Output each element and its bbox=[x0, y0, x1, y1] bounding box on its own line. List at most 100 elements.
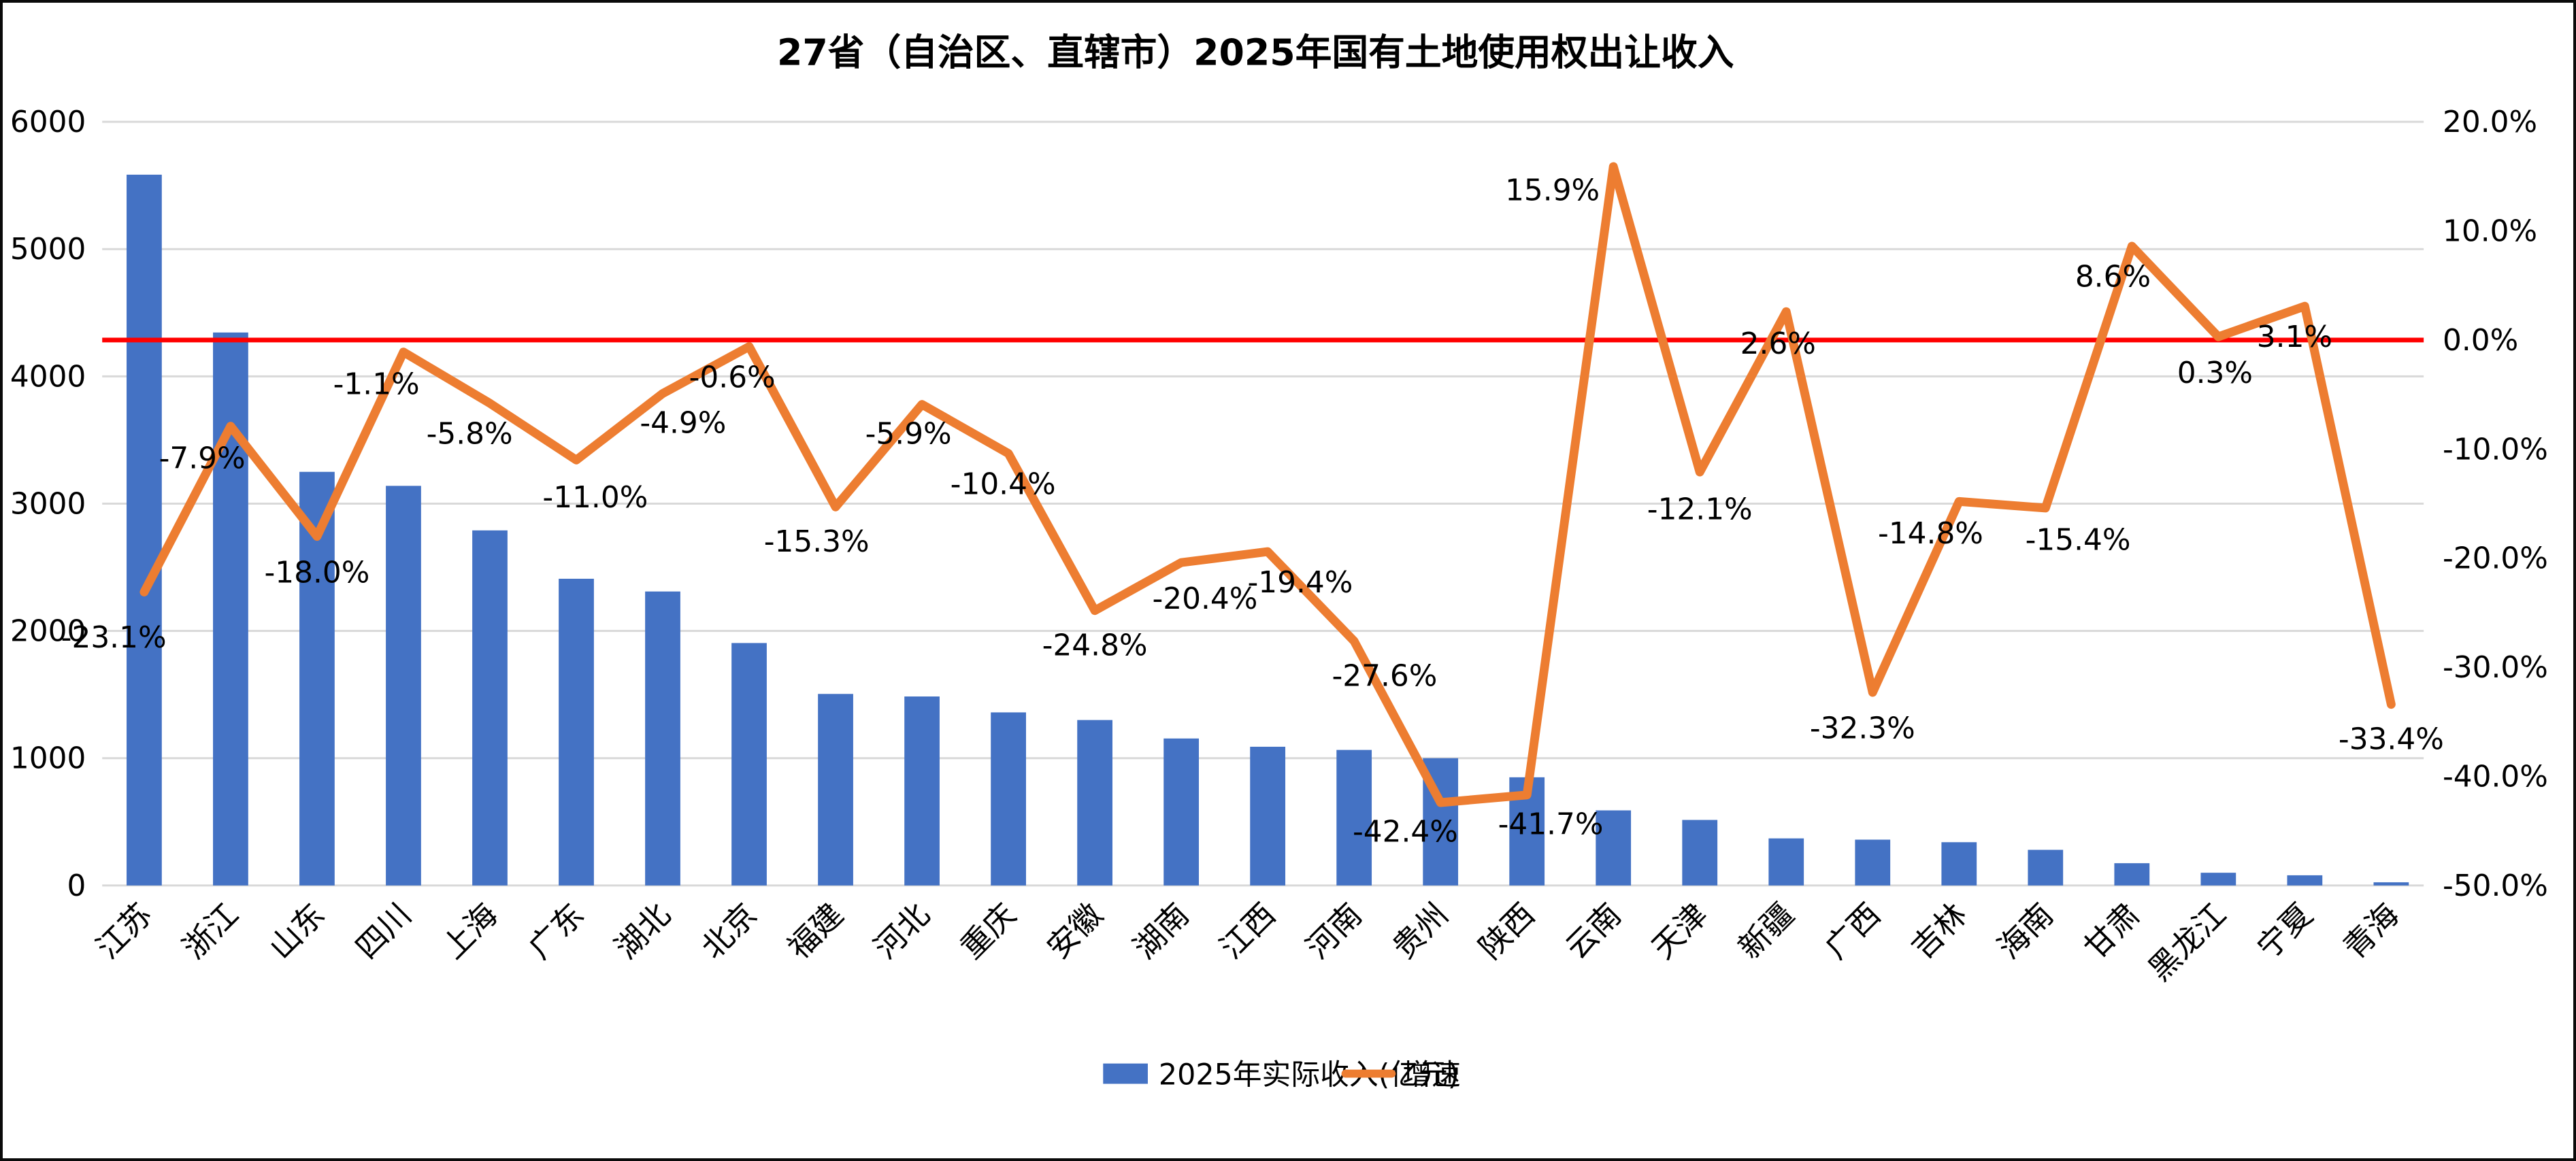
growth-label-北京: -0.6% bbox=[689, 360, 776, 394]
bar-吉林 bbox=[1941, 842, 1977, 886]
bar-广西 bbox=[1855, 839, 1891, 886]
bar-江苏 bbox=[127, 174, 162, 886]
x-label-新疆: 新疆 bbox=[1732, 896, 1801, 966]
growth-label-四川: -1.1% bbox=[333, 367, 420, 401]
x-label-福建: 福建 bbox=[781, 896, 851, 966]
bar-上海 bbox=[472, 530, 508, 886]
bar-云南 bbox=[1596, 810, 1632, 886]
x-label-河北: 河北 bbox=[868, 896, 937, 966]
bar-广东 bbox=[559, 578, 594, 886]
x-axis-category-labels: 江苏 浙江 山东 四川 上海 广东 湖北 北京 福建 河北 重庆 安徽 湖南 江西 河南 贵州 陕西 云南 天津 新疆… bbox=[89, 896, 2406, 988]
x-label-甘肃: 甘肃 bbox=[2077, 896, 2147, 966]
x-label-云南: 云南 bbox=[1559, 896, 1628, 966]
right-axis-tick: 0.0% bbox=[2443, 323, 2518, 358]
bar-河北 bbox=[904, 696, 940, 886]
bar-新疆 bbox=[1768, 838, 1804, 886]
growth-label-河南: -27.6% bbox=[1332, 658, 1438, 693]
growth-label-江西: -19.4% bbox=[1247, 565, 1353, 600]
growth-label-黑龙江: 0.3% bbox=[2177, 356, 2253, 390]
growth-label-湖北: -4.9% bbox=[640, 405, 726, 440]
growth-label-重庆: -10.4% bbox=[951, 467, 1056, 501]
x-label-北京: 北京 bbox=[695, 896, 764, 966]
x-label-上海: 上海 bbox=[435, 896, 504, 966]
growth-label-广东: -11.0% bbox=[542, 480, 648, 515]
growth-label-宁夏: 3.1% bbox=[2257, 320, 2332, 354]
bar-青海 bbox=[2373, 882, 2409, 886]
legend-line-label: 增速 bbox=[1402, 1058, 1461, 1092]
x-label-天津: 天津 bbox=[1645, 896, 1715, 966]
x-label-黑龙江: 黑龙江 bbox=[2141, 896, 2233, 988]
x-label-江西: 江西 bbox=[1213, 896, 1283, 966]
growth-label-广西: -32.3% bbox=[1810, 711, 1915, 746]
x-label-湖南: 湖南 bbox=[1127, 896, 1196, 966]
combo-chart: -23.1% -7.9% -18.0% -1.1%-5.8% -11.0% -4.9% -0… bbox=[10, 31, 2548, 1092]
growth-label-浙江: -7.9% bbox=[159, 441, 246, 475]
x-label-河南: 河南 bbox=[1300, 896, 1369, 966]
x-label-江苏: 江苏 bbox=[89, 896, 159, 966]
growth-polyline bbox=[139, 162, 2396, 807]
bar-福建 bbox=[818, 694, 853, 886]
x-label-广西: 广西 bbox=[1818, 896, 1887, 966]
x-label-海南: 海南 bbox=[1991, 896, 2060, 966]
bar-湖北 bbox=[645, 591, 680, 886]
growth-label-海南: -15.4% bbox=[2026, 523, 2131, 558]
growth-label-新疆: 2.6% bbox=[1740, 326, 1816, 361]
growth-label-云南: 15.9% bbox=[1505, 173, 1600, 208]
x-label-青海: 青海 bbox=[2336, 896, 2406, 966]
right-axis-tick: -50.0% bbox=[2443, 869, 2548, 903]
bar-北京 bbox=[731, 643, 767, 886]
bar-江西 bbox=[1250, 746, 1286, 886]
growth-label-陕西: -41.7% bbox=[1498, 807, 1604, 841]
growth-label-吉林: -14.8% bbox=[1878, 516, 1983, 551]
growth-rate-line bbox=[139, 162, 2396, 807]
x-label-四川: 四川 bbox=[348, 896, 418, 966]
bar-河南 bbox=[1336, 750, 1372, 886]
growth-label-甘肃: 8.6% bbox=[2075, 260, 2151, 295]
growth-label-青海: -33.4% bbox=[2339, 722, 2444, 756]
x-label-广东: 广东 bbox=[522, 896, 591, 966]
bar-重庆 bbox=[991, 712, 1026, 886]
left-axis-tick: 2000 bbox=[10, 614, 86, 649]
growth-label-贵州: -42.4% bbox=[1353, 815, 1458, 849]
growth-data-labels: -23.1% -7.9% -18.0% -1.1%-5.8% -11.0% -4.9% -0… bbox=[61, 173, 2444, 849]
left-axis-tick-labels: 0 1000 2000 3000 4000 5000 6000 bbox=[10, 105, 86, 903]
right-axis-tick: 20.0% bbox=[2443, 105, 2537, 139]
growth-label-湖南: -20.4% bbox=[1153, 582, 1258, 616]
left-axis-tick: 3000 bbox=[10, 486, 86, 521]
left-axis-tick: 6000 bbox=[10, 105, 86, 139]
right-axis-tick: -10.0% bbox=[2443, 432, 2548, 467]
legend: 2025年实际收入(亿元) 增速 bbox=[1103, 1058, 1461, 1092]
growth-label-河北: -5.9% bbox=[865, 416, 952, 451]
x-label-宁夏: 宁夏 bbox=[2250, 896, 2319, 966]
growth-label-天津: -12.1% bbox=[1647, 492, 1753, 527]
left-axis-tick: 1000 bbox=[10, 741, 86, 776]
bar-浙江 bbox=[213, 332, 248, 886]
bar-甘肃 bbox=[2114, 863, 2150, 886]
right-axis-tick: 10.0% bbox=[2443, 214, 2537, 248]
bar-海南 bbox=[2028, 849, 2064, 886]
bar-宁夏 bbox=[2287, 875, 2323, 886]
legend-bar-swatch bbox=[1103, 1063, 1148, 1084]
left-axis-tick: 5000 bbox=[10, 232, 86, 267]
x-label-贵州: 贵州 bbox=[1386, 896, 1455, 966]
x-label-安徽: 安徽 bbox=[1040, 896, 1110, 966]
right-axis-tick: -20.0% bbox=[2443, 541, 2548, 576]
growth-label-山东: -18.0% bbox=[265, 555, 370, 590]
x-label-山东: 山东 bbox=[262, 896, 331, 966]
growth-label-江苏: -23.1% bbox=[61, 620, 167, 655]
bar-黑龙江 bbox=[2200, 873, 2236, 886]
legend-bar-label: 2025年实际收入(亿元) bbox=[1159, 1058, 1459, 1092]
right-axis-tick: -40.0% bbox=[2443, 759, 2548, 794]
bar-湖南 bbox=[1163, 738, 1200, 886]
x-label-陕西: 陕西 bbox=[1472, 896, 1542, 966]
left-axis-tick: 4000 bbox=[10, 359, 86, 394]
bar-天津 bbox=[1682, 820, 1718, 886]
growth-label-安徽: -24.8% bbox=[1042, 628, 1148, 662]
right-axis-tick: -30.0% bbox=[2443, 650, 2548, 685]
chart-title: 27省（自治区、直辖市）2025年国有土地使用权出让收入 bbox=[777, 31, 1734, 74]
x-label-重庆: 重庆 bbox=[954, 896, 1023, 966]
bar-四川 bbox=[386, 486, 421, 886]
growth-label-福建: -15.3% bbox=[764, 524, 870, 559]
growth-label-上海: -5.8% bbox=[427, 417, 513, 452]
